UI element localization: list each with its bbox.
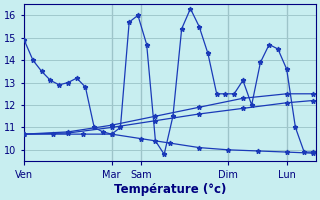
X-axis label: Température (°c): Température (°c) — [114, 183, 226, 196]
